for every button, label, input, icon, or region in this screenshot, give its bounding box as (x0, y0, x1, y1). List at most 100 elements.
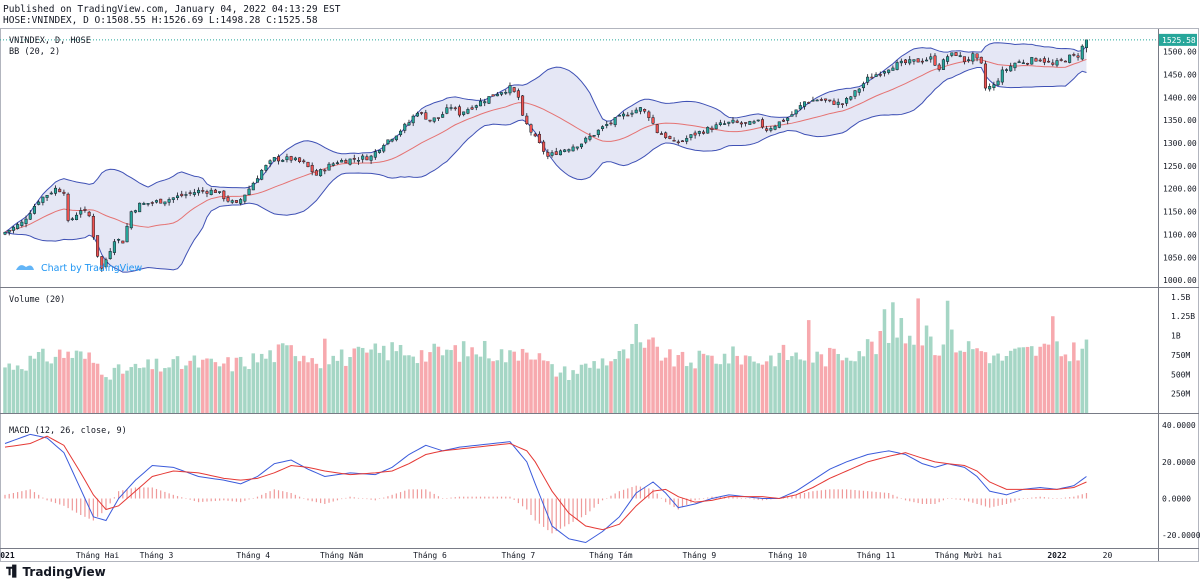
candle-body (967, 59, 971, 61)
macd-histogram-bar (101, 498, 103, 514)
volume-bar (268, 350, 272, 413)
macd-histogram-bar (913, 498, 915, 503)
volume-bar (962, 351, 967, 413)
macd-histogram-bar (728, 496, 730, 499)
macd-histogram-bar (143, 487, 145, 499)
volume-bar (125, 370, 129, 413)
candle (146, 203, 150, 207)
volume-bar (163, 368, 167, 413)
volume-pane[interactable]: 250M 500M 750M 1B 1.25B 1.5B Volume (20) (3, 293, 1195, 413)
tradingview-logo-icon: 𝐓▌ (6, 565, 21, 578)
time-axis[interactable]: 2021 Tháng Hai Tháng 3 Tháng 4 Tháng Năm Thán… (0, 550, 1112, 560)
candle (689, 134, 693, 141)
volume-bar (213, 362, 218, 413)
candle-body (1000, 69, 1004, 83)
candle-body (1076, 55, 1080, 58)
candle (495, 91, 499, 97)
volume-bar (912, 344, 916, 413)
candle (205, 189, 209, 198)
candle (790, 111, 794, 117)
volume-bar (11, 369, 16, 413)
candle-body (1034, 58, 1038, 62)
candle-body (171, 197, 175, 200)
candle-body (340, 159, 344, 163)
candle (125, 223, 129, 243)
cloud-icon (16, 265, 34, 270)
candle (929, 53, 933, 63)
volume-bar (247, 368, 251, 413)
time-tick-label: 2021 (0, 551, 15, 560)
candle-body (773, 125, 777, 130)
candle-body (904, 59, 908, 64)
candle-body (45, 194, 49, 198)
macd-histogram-bar (963, 498, 966, 501)
candle (1000, 66, 1004, 85)
macd-histogram-bar (25, 490, 27, 499)
candle-body (647, 111, 651, 118)
candle (277, 154, 281, 165)
candle (432, 117, 436, 124)
candle-body (685, 138, 689, 142)
candle (319, 168, 323, 177)
volume-bar (996, 353, 1000, 413)
macd-histogram-bar (484, 496, 486, 499)
time-tick-label: Tháng 4 (236, 551, 270, 560)
candle-body (226, 197, 230, 202)
candle-body (1026, 63, 1030, 65)
macd-histogram-bar (669, 498, 671, 505)
macd-histogram-bar (601, 498, 604, 501)
candle-body (723, 123, 727, 125)
candle-body (925, 59, 929, 62)
candle-body (537, 133, 541, 143)
macd-histogram-bar (1081, 494, 1083, 499)
candle-body (310, 164, 314, 173)
volume-bar (201, 359, 205, 413)
macd-histogram-bar (336, 498, 339, 501)
volume-bar (179, 368, 184, 413)
candle (180, 190, 184, 198)
volume-bar (689, 362, 693, 413)
candle (819, 97, 823, 102)
candle (222, 190, 226, 202)
candle (857, 88, 861, 96)
candle-body (912, 59, 916, 62)
candle (390, 138, 394, 143)
candle-body (403, 123, 407, 131)
candle (104, 257, 108, 269)
candle (1051, 59, 1055, 67)
macd-histogram-bar (1005, 498, 1008, 504)
macd-histogram-bar (366, 498, 368, 500)
volume-bar (1063, 354, 1068, 413)
candle-body (878, 74, 882, 76)
candle-body (550, 152, 554, 156)
candle (500, 92, 504, 97)
volume-bar (474, 354, 479, 413)
volume-bar (680, 351, 685, 413)
candle (937, 62, 941, 72)
macd-histogram-bar (719, 496, 721, 499)
macd-histogram-bar (589, 498, 591, 512)
time-tick-label: Tháng 9 (682, 551, 716, 560)
last-price-tag (1159, 33, 1197, 46)
volume-bar (167, 367, 171, 413)
volume-bar (217, 366, 222, 413)
macd-pane[interactable]: -20.0000 0.0000 20.0000 40.0000 MACD (12, 26… (4, 421, 1200, 544)
volume-bar (436, 346, 441, 413)
candle-body (251, 182, 255, 191)
candle-body (356, 160, 360, 162)
macd-histogram-bar (92, 498, 94, 521)
candle (348, 158, 352, 166)
macd-histogram-bar (42, 497, 44, 499)
price-pane[interactable]: 1000.00 1050.00 1100.00 1150.00 1200.00 1250.… (0, 33, 1197, 285)
volume-bar (634, 323, 638, 413)
macd-histogram-bar (644, 487, 646, 499)
volume-bar (360, 347, 365, 413)
candle-body (432, 117, 436, 122)
candle (16, 222, 20, 230)
candle (37, 200, 41, 206)
candle-body (744, 122, 748, 124)
volume-bar (314, 363, 319, 413)
chart-by-tradingview-watermark[interactable]: Chart by TradingView (16, 263, 142, 274)
candle (1080, 44, 1084, 61)
